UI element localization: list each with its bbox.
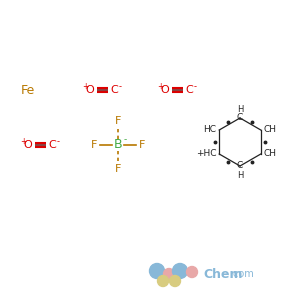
- Text: C: C: [48, 140, 56, 150]
- Text: HC: HC: [203, 125, 216, 134]
- Circle shape: [164, 268, 175, 280]
- Text: C: C: [237, 113, 243, 122]
- Text: +: +: [82, 82, 88, 91]
- Text: -: -: [118, 82, 122, 91]
- Circle shape: [187, 266, 197, 278]
- Text: -: -: [194, 82, 196, 91]
- Text: Chem: Chem: [203, 268, 242, 281]
- Circle shape: [172, 263, 188, 278]
- Text: O: O: [24, 140, 32, 150]
- Text: -: -: [123, 136, 127, 145]
- Text: B: B: [114, 139, 122, 152]
- Text: H: H: [237, 170, 243, 179]
- Text: +: +: [157, 82, 163, 91]
- Text: F: F: [91, 140, 97, 150]
- Text: O: O: [85, 85, 94, 95]
- Text: .com: .com: [230, 269, 254, 279]
- Circle shape: [149, 263, 164, 278]
- Text: CH: CH: [264, 125, 277, 134]
- Text: CH: CH: [264, 149, 277, 158]
- Circle shape: [158, 275, 169, 286]
- Text: +: +: [20, 137, 26, 146]
- Text: -: -: [56, 137, 59, 146]
- Text: C: C: [110, 85, 118, 95]
- Text: O: O: [160, 85, 169, 95]
- Text: F: F: [139, 140, 145, 150]
- Text: F: F: [115, 116, 121, 126]
- Text: C: C: [185, 85, 193, 95]
- Text: C: C: [237, 161, 243, 170]
- Text: +HC: +HC: [196, 149, 216, 158]
- Circle shape: [169, 275, 181, 286]
- Text: Fe: Fe: [21, 83, 35, 97]
- Text: H: H: [237, 104, 243, 113]
- Text: F: F: [115, 164, 121, 174]
